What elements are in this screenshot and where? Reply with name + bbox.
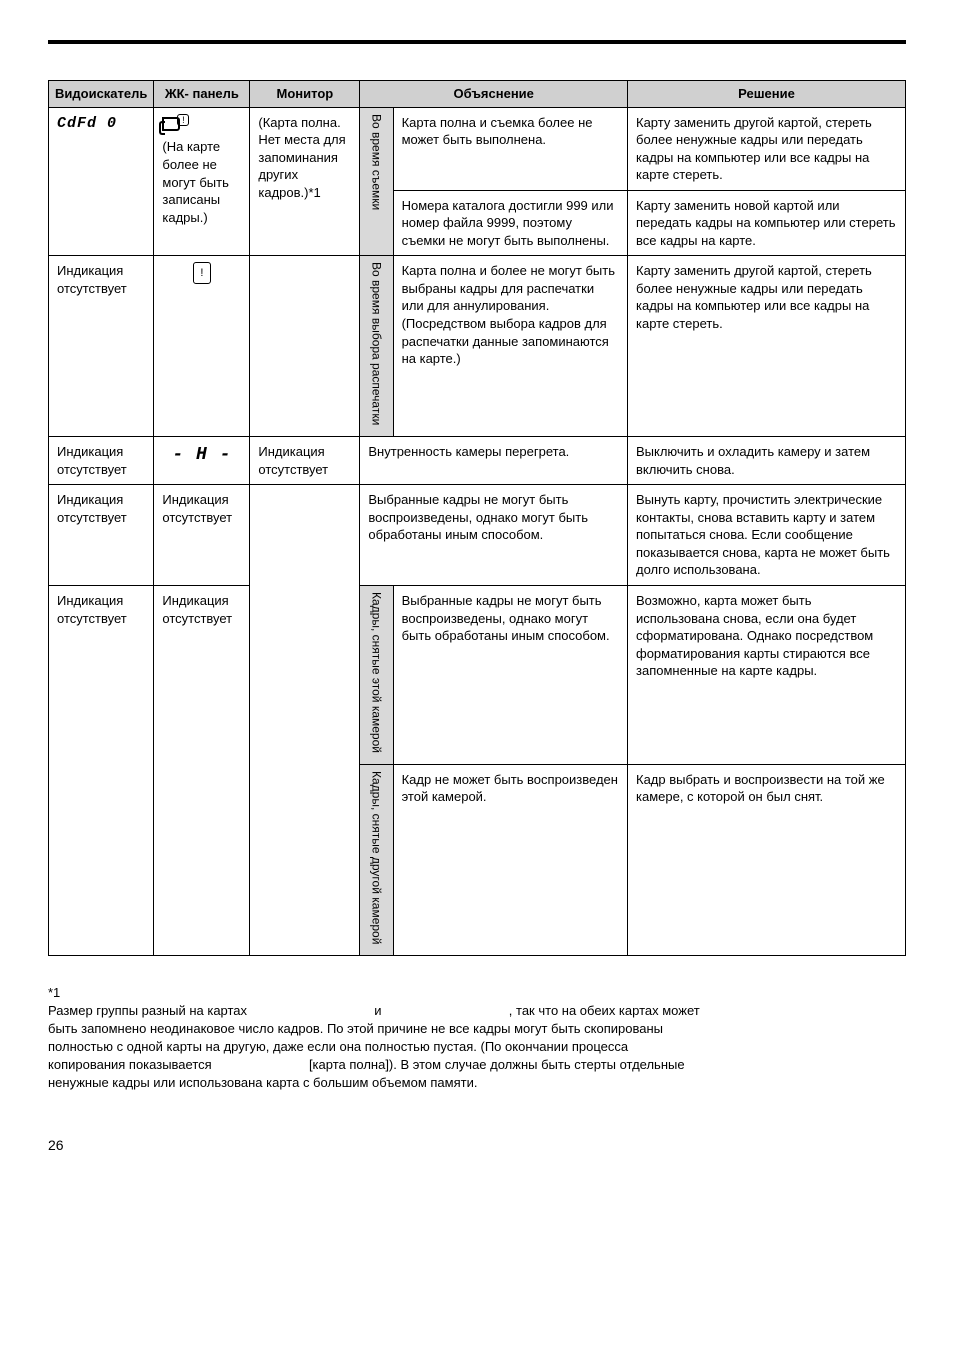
cell-lcd: - H - [154,437,250,485]
cell-lcd: ! [154,256,250,437]
th-viewfinder: Видоискатель [49,81,154,108]
footnote-line: копирования показывается [карта полна]).… [48,1056,906,1074]
context-print-select: Во время выбора распечатки [360,256,393,437]
footnote-text: копирования показывается [48,1057,212,1072]
footnote-block: *1 Размер группы разный на картах и , та… [48,984,906,1093]
cell-monitor: (Карта полна. Нет места для запоминания … [250,107,360,256]
table-row: Индикация отсутствует Индикация отсутств… [49,586,906,765]
cell-monitor: Индикация отсутствует [250,437,360,485]
cell-explanation: Кадр не может быть воспроизведен этой ка… [393,764,627,955]
vtext-print-select: Во время выбора распечатки [368,262,384,425]
cell-viewfinder: Индикация отсутствует [49,256,154,437]
context-other-camera: Кадры, снятые другой камерой [360,764,393,955]
footnote-line: полностью с одной карты на другую, даже … [48,1038,906,1056]
vtext-shooting: Во время съемки [368,114,384,210]
table-row: CdFd 0 ! (На карте более не могут быть з… [49,107,906,190]
cell-explanation: Карта полна и более не могут быть выбран… [393,256,627,437]
table-header-row: Видоискатель ЖК- панель Монитор Объяснен… [49,81,906,108]
table-row: Индикация отсутствует - H - Индикация от… [49,437,906,485]
cell-lcd: Индикация отсутствует [154,586,250,956]
cell-solution: Карту заменить другой картой, стереть бо… [628,107,906,190]
cell-explanation: Выбранные кадры не могут быть воспроизве… [393,586,627,765]
cell-solution: Возможно, карта может быть использована … [628,586,906,765]
lcd-caption: (На карте более не могут быть записаны к… [162,139,229,224]
th-monitor: Монитор [250,81,360,108]
footnote-marker: *1 [48,984,906,1002]
cell-monitor [250,485,360,955]
cell-monitor [250,256,360,437]
cell-viewfinder: Индикация отсутствует [49,586,154,956]
cell-solution: Карту заменить другой картой, стереть бо… [628,256,906,437]
viewfinder-readout: CdFd 0 [57,115,117,132]
cell-lcd: Индикация отсутствует [154,485,250,586]
cell-explanation: Внутренность камеры перегрета. [360,437,628,485]
card-warn-icon: ! [193,262,211,284]
footnote-line: ненужные кадры или использована карта с … [48,1074,906,1092]
cell-solution: Вынуть карту, прочистить электрические к… [628,485,906,586]
th-explanation: Объяснение [360,81,628,108]
cell-explanation: Номера каталога достигли 999 или номер ф… [393,190,627,256]
context-shooting: Во время съемки [360,107,393,256]
cell-explanation: Карта полна и съемка более не может быть… [393,107,627,190]
vtext-this-camera: Кадры, снятые этой камерой [368,592,384,753]
vtext-other-camera: Кадры, снятые другой камерой [368,771,384,944]
cell-solution: Кадр выбрать и воспроизвести на той же к… [628,764,906,955]
context-this-camera: Кадры, снятые этой камерой [360,586,393,765]
cell-viewfinder: Индикация отсутствует [49,437,154,485]
cell-solution: Выключить и охладить камеру и затем вклю… [628,437,906,485]
troubleshooting-table: Видоискатель ЖК- панель Монитор Объяснен… [48,80,906,956]
footnote-text: [карта полна]). В этом случае должны быт… [309,1057,685,1072]
th-lcd: ЖК- панель [154,81,250,108]
th-solution: Решение [628,81,906,108]
table-row: Индикация отсутствует ! Во время выбора … [49,256,906,437]
card-icon: ! [162,116,189,131]
page-top-rule [48,40,906,44]
lcd-readout: - H - [172,445,231,465]
footnote-text: Размер группы разный на картах [48,1003,247,1018]
cell-lcd: ! (На карте более не могут быть записаны… [154,107,250,256]
page-number: 26 [48,1137,906,1153]
footnote-line: быть запомнено неодинаковое число кадров… [48,1020,906,1038]
cell-viewfinder: Индикация отсутствует [49,485,154,586]
cell-solution: Карту заменить новой картой или передать… [628,190,906,256]
cell-viewfinder: CdFd 0 [49,107,154,256]
table-row: Индикация отсутствует Индикация отсутств… [49,485,906,586]
cell-explanation: Выбранные кадры не могут быть воспроизве… [360,485,628,586]
footnote-text: , так что на обеих картах может [509,1003,700,1018]
footnote-text: и [374,1003,381,1018]
footnote-line: Размер группы разный на картах и , так ч… [48,1002,906,1020]
